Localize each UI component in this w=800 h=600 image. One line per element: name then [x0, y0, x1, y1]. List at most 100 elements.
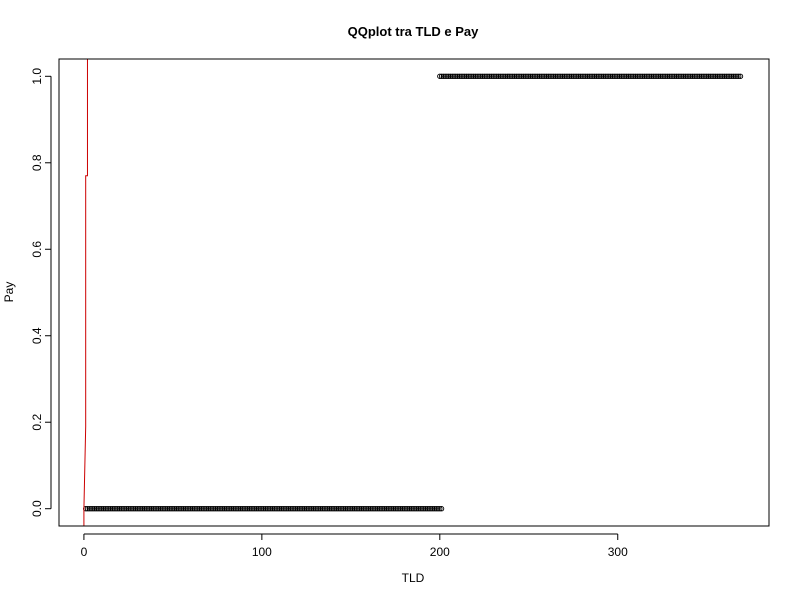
- data-point: [611, 73, 617, 79]
- data-point: [131, 506, 137, 512]
- data-point: [88, 506, 94, 512]
- data-point: [437, 73, 443, 79]
- data-point: [695, 73, 701, 79]
- data-point: [305, 506, 311, 512]
- data-point: [558, 73, 564, 79]
- data-point: [561, 73, 568, 79]
- data-point: [623, 73, 630, 79]
- data-point: [581, 73, 587, 79]
- data-point: [264, 506, 270, 512]
- data-point: [294, 506, 301, 512]
- data-point: [515, 73, 521, 79]
- data-point: [271, 506, 277, 512]
- data-point: [700, 73, 706, 79]
- data-point: [689, 73, 696, 79]
- data-point: [287, 506, 293, 512]
- data-point: [458, 73, 464, 79]
- data-point: [456, 73, 463, 79]
- data-point: [431, 506, 438, 512]
- data-point: [497, 73, 503, 79]
- data-point: [97, 506, 103, 512]
- data-point: [266, 506, 272, 512]
- data-point: [563, 73, 569, 79]
- data-point: [241, 506, 247, 512]
- data-point: [488, 73, 495, 79]
- data-point: [622, 73, 628, 79]
- data-point: [419, 506, 425, 512]
- data-point: [104, 506, 110, 512]
- data-point: [584, 73, 591, 79]
- data-point: [209, 506, 215, 512]
- data-point: [426, 506, 432, 512]
- data-point: [593, 73, 600, 79]
- data-point: [513, 73, 519, 79]
- data-point: [118, 506, 124, 512]
- data-point: [670, 73, 676, 79]
- data-point: [631, 73, 637, 79]
- chart-title: QQplot tra TLD e Pay: [348, 24, 480, 39]
- data-point: [502, 73, 509, 79]
- data-point: [691, 73, 697, 79]
- data-point: [204, 506, 210, 512]
- data-point: [640, 73, 646, 79]
- plot-frame: [58, 58, 770, 527]
- data-point: [191, 506, 197, 512]
- data-point: [720, 73, 726, 79]
- data-point: [358, 506, 365, 512]
- data-point: [632, 73, 639, 79]
- data-point: [451, 73, 457, 79]
- data-point: [237, 506, 244, 512]
- data-point: [355, 506, 361, 512]
- data-point: [737, 73, 744, 79]
- data-point: [714, 73, 721, 79]
- data-point: [707, 73, 713, 79]
- data-point: [401, 506, 407, 512]
- data-point: [155, 506, 162, 512]
- data-point: [728, 73, 735, 79]
- data-point: [604, 73, 610, 79]
- data-point: [716, 73, 722, 79]
- data-point: [686, 73, 692, 79]
- data-point: [440, 73, 447, 79]
- data-point: [522, 73, 528, 79]
- data-point: [657, 73, 664, 79]
- data-point: [476, 73, 482, 79]
- data-point: [189, 506, 196, 512]
- data-point: [531, 73, 537, 79]
- data-point: [260, 506, 267, 512]
- data-point: [704, 73, 710, 79]
- x-tick-label: 100: [252, 545, 272, 559]
- data-point: [109, 506, 116, 512]
- data-point: [590, 73, 596, 79]
- axes: 0 100 200 300 0.0 0.2 0.4 0.6 0.8 1.0: [30, 68, 628, 559]
- y-tick-label: 0.8: [30, 154, 44, 171]
- data-point: [574, 73, 580, 79]
- data-point: [341, 506, 347, 512]
- data-point: [216, 506, 222, 512]
- data-point: [225, 506, 231, 512]
- data-point: [84, 506, 91, 512]
- data-point: [246, 506, 253, 512]
- data-point: [559, 73, 566, 79]
- data-point: [303, 506, 309, 512]
- data-point: [668, 73, 674, 79]
- data-point: [276, 506, 283, 512]
- data-point: [173, 506, 180, 512]
- data-point: [177, 506, 183, 512]
- data-point: [661, 73, 667, 79]
- data-point: [275, 506, 281, 512]
- data-point: [234, 506, 240, 512]
- data-point: [568, 73, 575, 79]
- data-point: [252, 506, 258, 512]
- reference-line: [83, 59, 88, 526]
- data-point: [709, 73, 715, 79]
- data-point: [349, 506, 356, 512]
- data-point: [438, 506, 445, 512]
- data-point: [312, 506, 318, 512]
- data-point: [444, 73, 450, 79]
- data-point: [520, 73, 527, 79]
- data-point: [150, 506, 156, 512]
- data-point: [732, 73, 738, 79]
- data-point: [314, 506, 320, 512]
- data-point: [136, 506, 142, 512]
